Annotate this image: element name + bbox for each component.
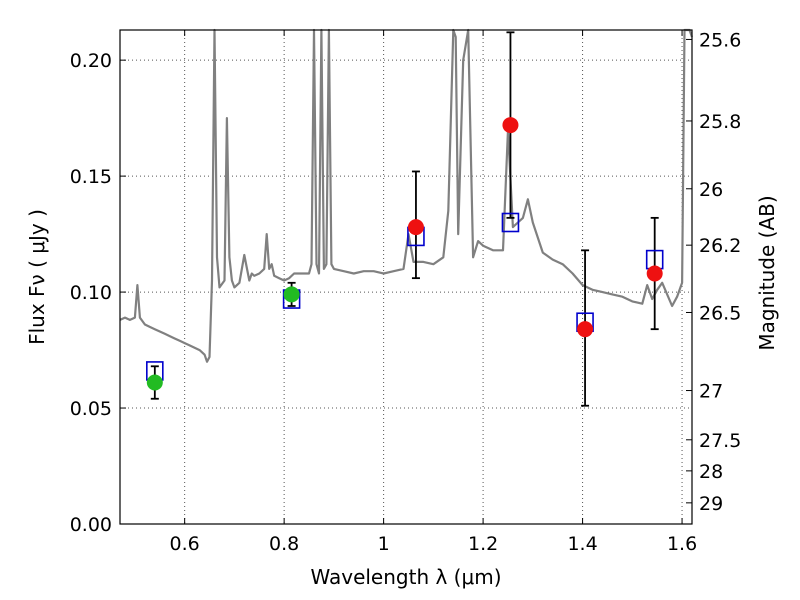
y2-tick-label: 26.5 <box>699 302 741 324</box>
observed-optical-point <box>146 374 163 391</box>
y2-tick-label: 26 <box>699 179 723 201</box>
y2-tick-label: 27.5 <box>699 430 741 452</box>
x-axis-label: Wavelength λ (μm) <box>310 565 501 589</box>
plot-frame <box>119 29 693 525</box>
y2-tick-label: 27 <box>699 381 723 403</box>
x-tick-label: 0.8 <box>269 533 299 555</box>
x-tick-label: 0.6 <box>170 533 200 555</box>
grid-lines <box>120 30 692 524</box>
sed-template-line <box>119 28 694 363</box>
y-tick-label: 0.05 <box>70 398 112 420</box>
observed-nir-point <box>502 117 519 134</box>
ticks-layer: 0.6 0.8 1 1.2 1.4 1.6 0.00 0.05 0.10 0.15 0.20 25.6… <box>70 29 742 555</box>
y-tick-label: 0.15 <box>70 166 112 188</box>
observed-nir-point <box>577 321 594 338</box>
observed-points-layer <box>146 117 663 391</box>
sed-template-layer <box>119 28 694 363</box>
observed-nir-point <box>646 265 663 282</box>
y2-tick-label: 29 <box>699 493 723 515</box>
x-tick-label: 1.2 <box>468 533 498 555</box>
y-tick-label: 0.20 <box>70 50 112 72</box>
observed-nir-point <box>407 219 424 236</box>
observed-optical-point <box>283 286 300 303</box>
y2-tick-label: 28 <box>699 461 723 483</box>
y-axis-label: Flux Fν ( μJy ) <box>25 209 49 345</box>
x-tick-label: 1 <box>378 533 390 555</box>
x-tick-label: 1.4 <box>567 533 597 555</box>
y-tick-label: 0.00 <box>70 514 112 536</box>
errorbars-layer <box>150 31 659 407</box>
y2-axis-label: Magnitude (AB) <box>755 195 779 350</box>
model-square <box>501 212 520 233</box>
y2-tick-label: 25.6 <box>699 29 741 51</box>
x-tick-label: 1.6 <box>667 533 697 555</box>
y2-tick-label: 26.2 <box>699 235 741 257</box>
y2-tick-label: 25.8 <box>699 111 741 133</box>
y-tick-label: 0.10 <box>70 282 112 304</box>
